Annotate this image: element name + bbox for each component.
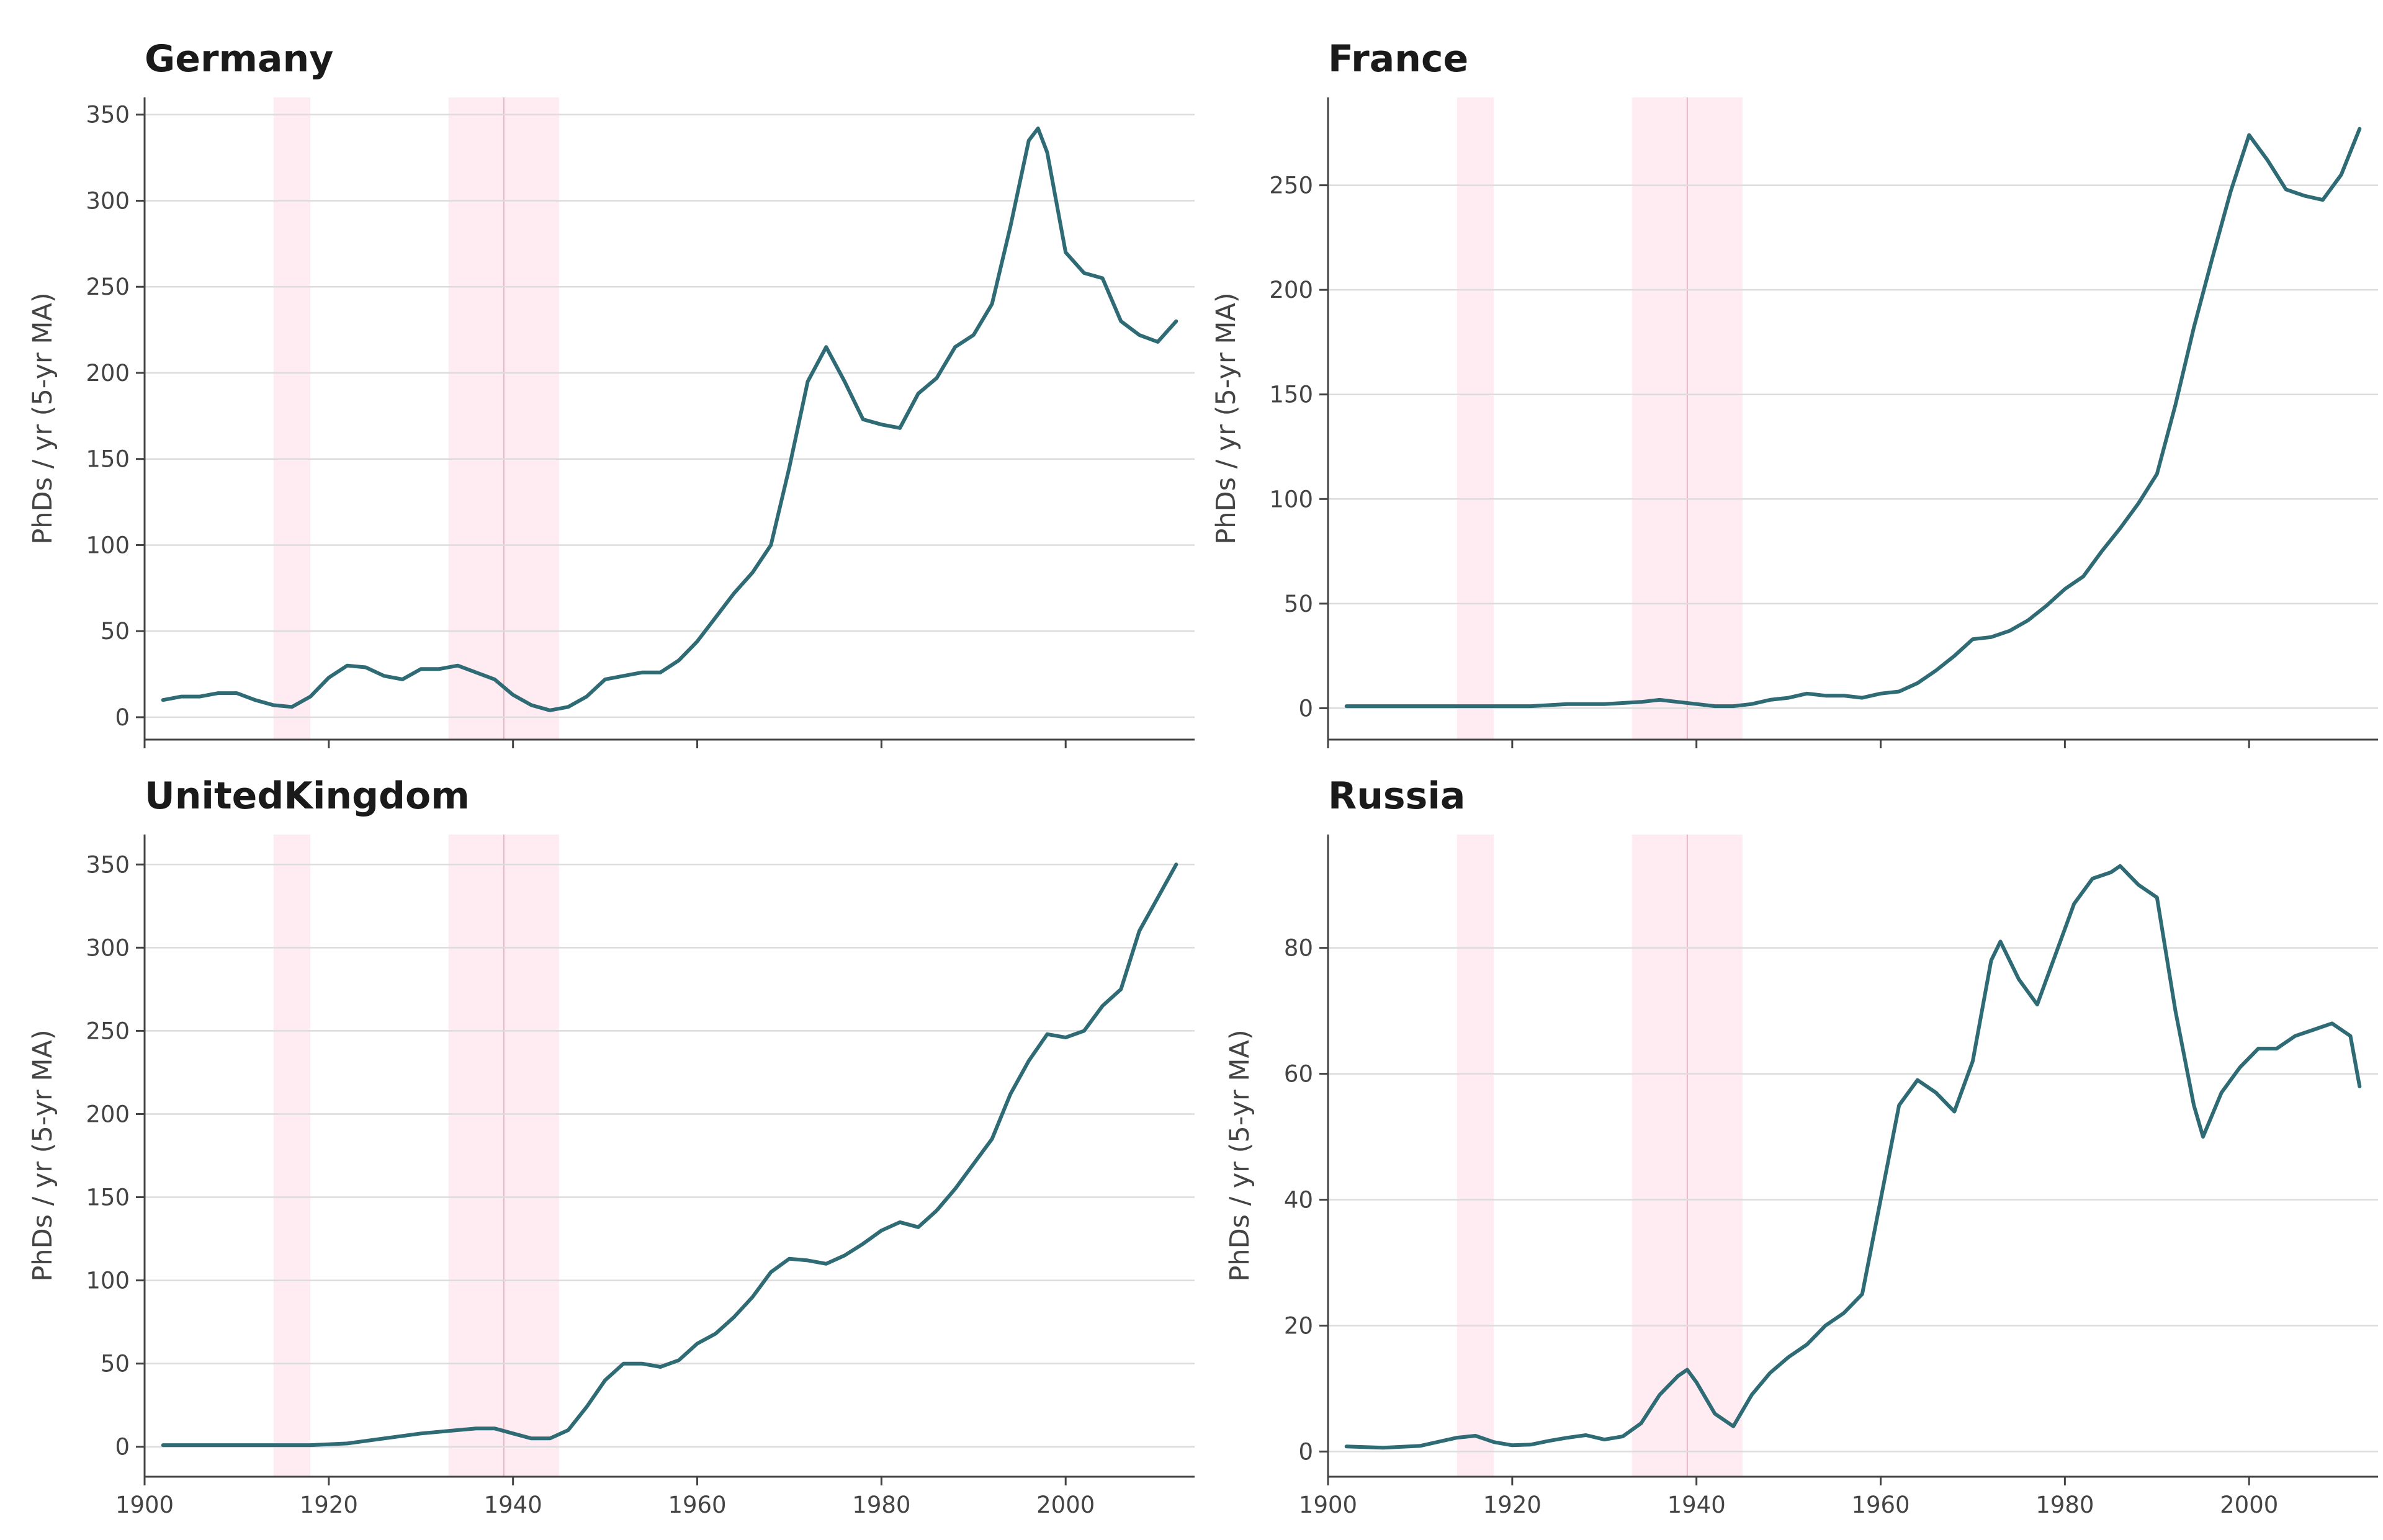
x-tick-label: 1900 [1299,1492,1357,1518]
panel-title: France [1328,37,1468,81]
y-tick-label: 100 [86,1268,130,1294]
panel-title: Russia [1328,774,1465,818]
y-axis-label: PhDs / yr (5-yr MA) [27,292,58,544]
x-tick-label: 1960 [668,1492,726,1518]
panel-russia: Russia PhDs / yr (5-yr MA) 0 20 40 60 80 1900… [1224,774,2378,1518]
y-tick-label: 250 [86,1018,130,1044]
y-tick-label: 50 [101,1351,130,1377]
y-tick-label: 300 [86,934,130,961]
y-axis-label: PhDs / yr (5-yr MA) [1211,292,1242,544]
y-tick-label: 80 [1284,935,1313,962]
y-tick-label: 100 [86,532,130,558]
y-tick-label: 60 [1284,1061,1313,1088]
x-tick-label: 1940 [484,1492,542,1518]
x-tick-label: 1940 [1667,1492,1726,1518]
y-tick-label: 350 [86,851,130,878]
x-tick-label: 1920 [300,1492,358,1518]
panel-germany: Germany PhDs / yr (5-yr MA) 0 50 100 150 200… [27,37,1195,748]
panel-france: France PhDs / yr (5-yr MA) 0 50 100 150 200 2… [1211,37,2378,748]
y-tick-label: 300 [86,187,130,214]
y-tick-label: 0 [115,1434,130,1461]
x-tick-label: 2000 [1036,1492,1095,1518]
x-tick-label: 1920 [1483,1492,1542,1518]
y-tick-label: 250 [86,274,130,300]
panel-title: Germany [145,37,333,81]
y-tick-label: 250 [1269,172,1313,199]
panel-united-kingdom: UnitedKingdom PhDs / yr (5-yr MA) 0 50 100… [27,774,1195,1518]
y-tick-label: 40 [1284,1187,1313,1214]
y-tick-label: 150 [86,446,130,473]
y-tick-label: 0 [1298,1438,1313,1465]
shaded-period [273,97,311,740]
y-axis-label: PhDs / yr (5-yr MA) [1224,1029,1255,1281]
y-tick-label: 0 [115,704,130,731]
x-tick-label: 2000 [2220,1492,2278,1518]
x-tick-label: 1980 [2035,1492,2094,1518]
y-axis-label: PhDs / yr (5-yr MA) [27,1029,58,1281]
series-line [161,862,1178,1448]
y-tick-label: 100 [1269,486,1313,513]
y-tick-label: 350 [86,102,130,128]
panel-title: UnitedKingdom [145,774,470,818]
y-tick-label: 20 [1284,1312,1313,1339]
series-line [1344,127,2362,709]
series-line [161,126,1178,712]
y-tick-label: 200 [86,1101,130,1127]
shaded-period [1456,97,1494,740]
x-tick-label: 1900 [115,1492,174,1518]
y-tick-label: 200 [86,360,130,387]
shaded-period [273,835,311,1477]
y-tick-label: 50 [1284,591,1313,617]
y-tick-label: 150 [1269,382,1313,408]
y-tick-label: 150 [86,1184,130,1211]
x-tick-label: 1960 [1851,1492,1910,1518]
y-tick-label: 50 [101,618,130,645]
series-line [1344,864,2362,1450]
y-tick-label: 0 [1298,695,1313,722]
shaded-period [1456,835,1494,1477]
y-tick-label: 200 [1269,277,1313,303]
x-tick-label: 1980 [852,1492,910,1518]
